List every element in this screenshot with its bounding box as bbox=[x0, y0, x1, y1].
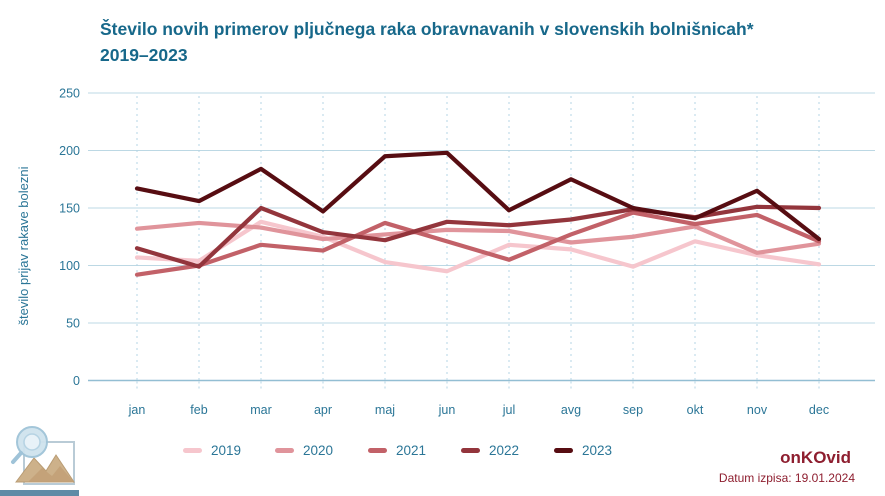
y-axis-tick-250: 250 bbox=[59, 87, 80, 101]
onkovid-brand-text: onKOvid bbox=[780, 448, 851, 467]
legend-swatch-2019 bbox=[183, 447, 202, 453]
y-axis-tick-0: 0 bbox=[73, 374, 80, 388]
x-axis-label-jul: jul bbox=[502, 403, 516, 417]
x-axis-label-maj: maj bbox=[375, 403, 395, 417]
legend-label-2023: 2023 bbox=[582, 442, 613, 458]
onkovid-logo-icon bbox=[11, 426, 75, 485]
legend-label-2020: 2020 bbox=[303, 442, 334, 458]
x-axis-label-mar: mar bbox=[250, 403, 272, 417]
legend-item-2019[interactable]: 2019 bbox=[183, 439, 241, 461]
x-axis-label-dec: dec bbox=[809, 403, 829, 417]
x-axis-label-jun: jun bbox=[438, 403, 456, 417]
x-axis-label-okt: okt bbox=[687, 403, 704, 417]
series-line-2020[interactable] bbox=[134, 220, 822, 255]
x-axis-label-avg: avg bbox=[561, 403, 581, 417]
y-axis-tick-100: 100 bbox=[59, 259, 80, 273]
legend-swatch-2020 bbox=[275, 447, 294, 453]
legend-swatch-2023 bbox=[554, 447, 573, 453]
chart-title: Število novih primerov pljučnega raka ob… bbox=[100, 16, 870, 68]
x-axis-label-nov: nov bbox=[747, 403, 768, 417]
chart-title-line1: Število novih primerov pljučnega raka ob… bbox=[100, 19, 754, 39]
x-axis-label-apr: apr bbox=[314, 403, 332, 417]
legend-label-2022: 2022 bbox=[489, 442, 520, 458]
legend-item-2021[interactable]: 2021 bbox=[368, 439, 426, 461]
y-axis-tick-150: 150 bbox=[59, 202, 80, 216]
x-axis-label-feb: feb bbox=[190, 403, 207, 417]
y-axis-tick-200: 200 bbox=[59, 144, 80, 158]
legend-item-2022[interactable]: 2022 bbox=[461, 439, 519, 461]
chart-legend: 2019 2020 2021 2022 2023 bbox=[0, 439, 885, 461]
legend-swatch-2022 bbox=[461, 447, 480, 453]
y-axis-tick-50: 50 bbox=[66, 317, 80, 331]
x-axis-label-jan: jan bbox=[128, 403, 146, 417]
legend-swatch-2021 bbox=[368, 447, 387, 453]
line-chart: 0 50 100 150 200 250 jan feb mar apr maj jun jul avg s… bbox=[59, 87, 875, 417]
print-date-text: Datum izpisa: 19.01.2024 bbox=[718, 471, 855, 485]
legend-item-2020[interactable]: 2020 bbox=[275, 439, 333, 461]
chart-title-line2: 2019–2023 bbox=[100, 45, 188, 65]
x-axis-label-sep: sep bbox=[623, 403, 643, 417]
series-line-2023[interactable] bbox=[134, 150, 822, 242]
legend-label-2021: 2021 bbox=[396, 442, 427, 458]
legend-label-2019: 2019 bbox=[211, 442, 242, 458]
legend-item-2023[interactable]: 2023 bbox=[554, 439, 612, 461]
series-line-2021[interactable] bbox=[134, 210, 822, 277]
logo-bottom-strip bbox=[0, 490, 79, 496]
